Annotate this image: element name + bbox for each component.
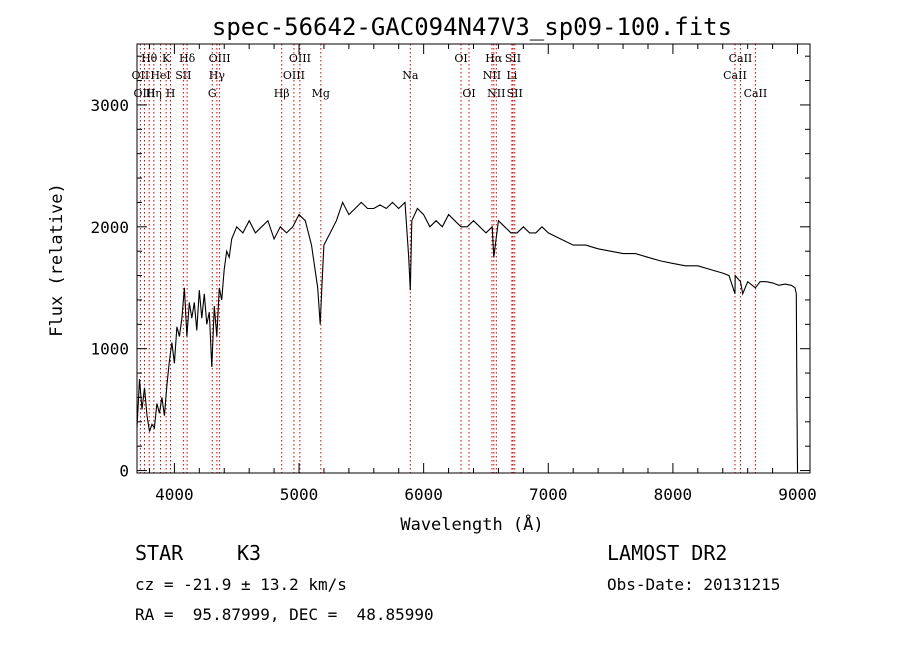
line-label-11: G bbox=[208, 87, 217, 100]
line-label-7: H bbox=[166, 87, 176, 100]
x-tick-label: 4000 bbox=[155, 485, 194, 504]
line-label-24: SII bbox=[507, 87, 523, 100]
y-axis-ticks: 0 1000 2000 3000 bbox=[90, 55, 810, 481]
x-tick-label: 6000 bbox=[404, 485, 443, 504]
y-tick-label: 2000 bbox=[90, 218, 129, 237]
object-class: STAR bbox=[135, 541, 184, 565]
plot-frame bbox=[136, 43, 811, 474]
line-label-17: OI bbox=[454, 52, 467, 65]
line-label-26: CaII bbox=[723, 69, 747, 82]
x-tick-label: 9000 bbox=[778, 485, 817, 504]
y-tick-label: 1000 bbox=[90, 340, 129, 359]
y-tick-label: 0 bbox=[119, 462, 129, 481]
line-label-1: OII bbox=[132, 69, 150, 82]
line-label-15: Mg bbox=[312, 87, 330, 100]
line-label-3: K bbox=[162, 52, 171, 65]
line-label-16: Na bbox=[402, 69, 419, 82]
line-label-14: OIII bbox=[283, 69, 305, 82]
line-label-13: OIII bbox=[289, 52, 311, 65]
spectrum-line bbox=[136, 200, 799, 471]
object-subclass: K3 bbox=[237, 541, 262, 565]
line-label-25: CaII bbox=[729, 52, 753, 65]
line-label-21: NII bbox=[487, 87, 505, 100]
y-axis-label: Flux (relative) bbox=[47, 183, 67, 337]
x-tick-label: 8000 bbox=[654, 485, 693, 504]
line-label-22: SII bbox=[505, 52, 521, 65]
line-label-0: Hθ bbox=[141, 52, 158, 65]
spectral-line-markers bbox=[139, 44, 756, 473]
x-tick-label: 7000 bbox=[529, 485, 568, 504]
line-label-18: OI bbox=[462, 87, 475, 100]
x-tick-label: 5000 bbox=[280, 485, 319, 504]
coordinates: RA = 95.87999, DEC = 48.85990 bbox=[135, 605, 434, 624]
line-label-9: OIII bbox=[209, 52, 231, 65]
y-tick-label: 3000 bbox=[90, 96, 129, 115]
line-label-10: Hγ bbox=[209, 69, 226, 82]
x-axis-ticks: 4000 5000 6000 7000 8000 9000 bbox=[148, 44, 817, 504]
line-label-19: Hα bbox=[485, 52, 503, 65]
line-label-23: Li bbox=[506, 69, 517, 82]
chart-title: spec-56642-GAC094N47V3_sp09-100.fits bbox=[212, 13, 732, 41]
survey-name: LAMOST DR2 bbox=[607, 541, 728, 565]
spectral-line-labels: Hθ OII OIII K HeI Hη SII H Hδ OIII Hγ G Hβ OIII OIII Mg… bbox=[132, 52, 768, 100]
line-label-20: NII bbox=[483, 69, 501, 82]
line-label-4: HeI bbox=[150, 69, 170, 82]
redshift-cz: cz = -21.9 ± 13.2 km/s bbox=[135, 575, 347, 594]
x-axis-label: Wavelength (Å) bbox=[400, 513, 543, 535]
line-label-12: Hβ bbox=[274, 87, 290, 100]
line-label-2: OIII bbox=[133, 87, 155, 100]
line-label-27: CaII bbox=[744, 87, 768, 100]
observation-date: Obs-Date: 20131215 bbox=[607, 575, 781, 594]
line-label-8: Hδ bbox=[179, 52, 196, 65]
line-label-6: SII bbox=[175, 69, 191, 82]
line-label-5: Hη bbox=[146, 87, 162, 100]
